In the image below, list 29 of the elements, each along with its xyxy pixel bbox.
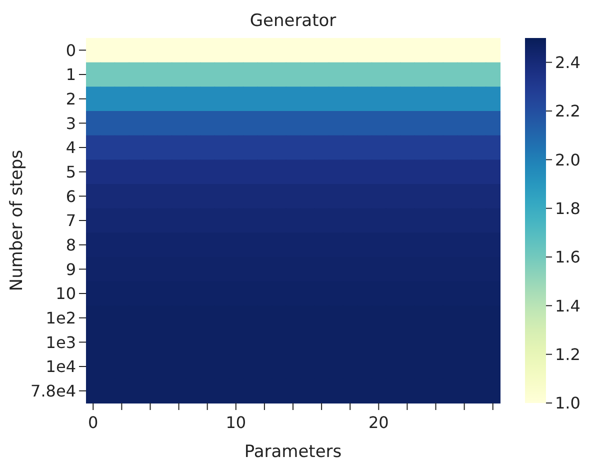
chart-title: Generator (250, 11, 336, 31)
y-axis-title: Number of steps (7, 150, 27, 292)
y-tick-label: 1e2 (46, 308, 76, 328)
x-tick-label: 10 (226, 413, 246, 432)
color-bar-label: 1.4 (555, 296, 580, 316)
color-bar-label: 2.0 (555, 150, 580, 170)
x-tick-label: 0 (88, 413, 98, 432)
y-tick-label: 1e3 (46, 332, 76, 352)
y-tick-label: 7.8e4 (30, 381, 76, 400)
y-tick-label: 2 (66, 89, 76, 108)
y-tick-label: 1e4 (46, 357, 76, 376)
y-tick-label: 7 (66, 211, 76, 230)
y-tick-label: 5 (66, 162, 76, 182)
x-tick-label: 20 (368, 413, 389, 432)
y-tick-label: 9 (66, 260, 76, 279)
color-bar-label: 1.2 (555, 344, 580, 364)
color-bar-label: 1.0 (555, 394, 580, 413)
y-tick-label: 10 (56, 284, 76, 304)
y-tick-label: 3 (66, 114, 76, 133)
y-tick-label: 6 (66, 186, 76, 206)
y-tick-label: 0 (66, 40, 76, 60)
y-tick-label: 8 (66, 235, 76, 254)
color-bar-label: 2.2 (555, 102, 580, 121)
color-bar-label: 1.8 (555, 198, 580, 218)
y-tick-label: 4 (66, 138, 76, 158)
color-bar-label: 2.4 (555, 52, 580, 72)
color-bar-label: 1.6 (555, 248, 580, 267)
x-axis-title: Parameters (244, 442, 342, 462)
y-tick-label: 1 (66, 65, 76, 84)
